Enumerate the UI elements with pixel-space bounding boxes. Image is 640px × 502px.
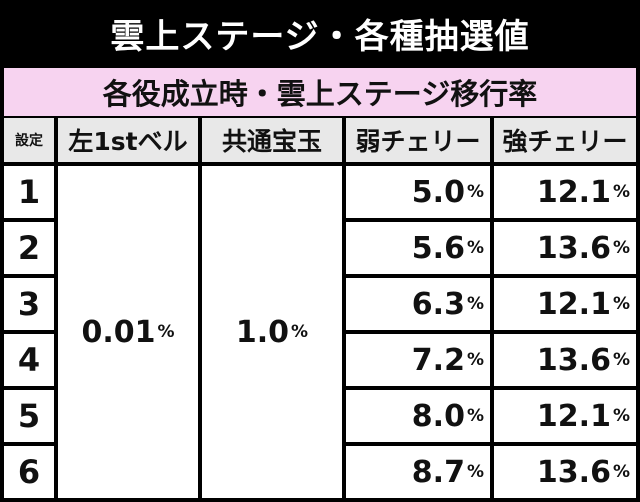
weak-cherry-cell: 8.0% [346,390,490,442]
left-bell-value: 0.01% [58,166,198,498]
header-strong-cherry: 強チェリー [494,118,636,162]
percent-unit: % [466,294,484,314]
strong-cherry-number: 13.6 [536,454,611,490]
setting-cell: 1 [4,166,54,218]
common-gem-number: 1.0 [235,314,290,350]
weak-cherry-number: 8.0 [411,398,465,434]
percent-unit: % [466,350,484,370]
strong-cherry-cell: 12.1% [494,390,636,442]
header-left-bell: 左1stベル [58,118,198,162]
setting-cell: 3 [4,278,54,330]
left-bell-number: 0.01 [81,314,156,350]
percent-unit: % [612,238,630,258]
strong-cherry-cell: 12.1% [494,278,636,330]
setting-cell: 6 [4,446,54,498]
header-common-gem: 共通宝玉 [202,118,342,162]
weak-cherry-number: 7.2 [411,342,465,378]
weak-cherry-cell: 5.6% [346,222,490,274]
strong-cherry-number: 12.1 [536,398,611,434]
strong-cherry-cell: 13.6% [494,446,636,498]
weak-cherry-cell: 8.7% [346,446,490,498]
strong-cherry-cell: 12.1% [494,166,636,218]
weak-cherry-number: 8.7 [411,454,465,490]
percent-unit: % [612,294,630,314]
strong-cherry-cell: 13.6% [494,334,636,386]
header-weak-cherry: 弱チェリー [346,118,490,162]
percent-unit: % [157,322,175,342]
weak-cherry-number: 5.0 [411,174,465,210]
weak-cherry-number: 5.6 [411,230,465,266]
table-subtitle: 各役成立時・雲上ステージ移行率 [4,68,636,116]
weak-cherry-cell: 6.3% [346,278,490,330]
percent-unit: % [612,350,630,370]
strong-cherry-number: 12.1 [536,286,611,322]
percent-unit: % [466,238,484,258]
strong-cherry-number: 13.6 [536,342,611,378]
page-title: 雲上ステージ・各種抽選値 [110,16,530,57]
percent-unit: % [291,322,309,342]
strong-cherry-cell: 13.6% [494,222,636,274]
setting-cell: 5 [4,390,54,442]
weak-cherry-number: 6.3 [411,286,465,322]
weak-cherry-cell: 5.0% [346,166,490,218]
percent-unit: % [612,406,630,426]
percent-unit: % [612,182,630,202]
common-gem-value: 1.0% [202,166,342,498]
percent-unit: % [466,462,484,482]
header-setting: 設定 [4,118,54,162]
weak-cherry-cell: 7.2% [346,334,490,386]
strong-cherry-number: 13.6 [536,230,611,266]
percent-unit: % [612,462,630,482]
percent-unit: % [466,406,484,426]
setting-cell: 2 [4,222,54,274]
percent-unit: % [466,182,484,202]
strong-cherry-number: 12.1 [536,174,611,210]
setting-cell: 4 [4,334,54,386]
